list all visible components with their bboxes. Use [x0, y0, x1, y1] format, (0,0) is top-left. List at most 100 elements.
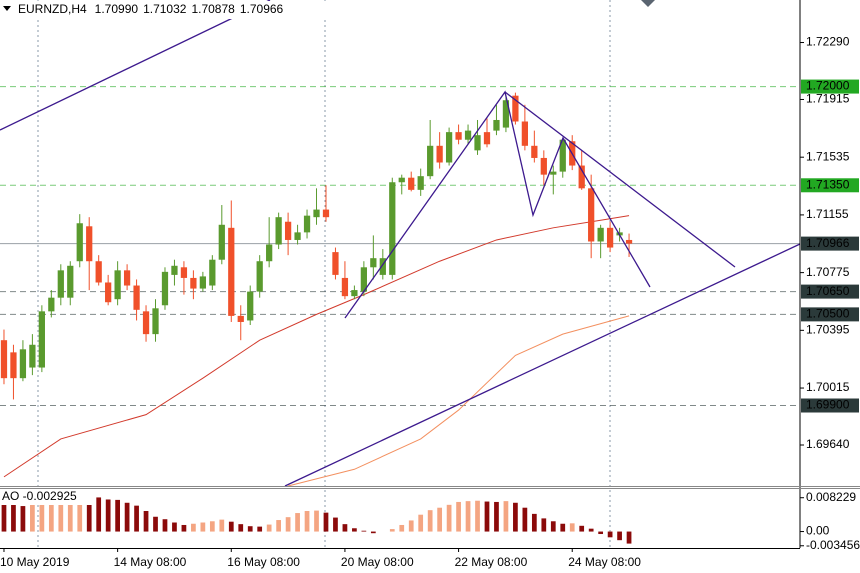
candle-body [493, 119, 500, 131]
candle-body [445, 132, 453, 163]
ao-bar [172, 522, 177, 532]
y-tick-label: 1.72290 [806, 35, 850, 49]
ao-bar [446, 504, 452, 532]
candle-body [398, 177, 405, 183]
ao-bar [39, 501, 45, 532]
ao-bar [352, 528, 357, 532]
ao-bar [181, 524, 187, 532]
ao-bar [48, 499, 54, 532]
candle-body [332, 252, 339, 275]
candle-body [540, 157, 547, 175]
ao-bar [228, 521, 234, 532]
header: EURNZD,H4 1.70990 1.71032 1.70878 1.70966 [18, 2, 284, 16]
candle-body [294, 232, 301, 240]
trend-line [504, 91, 736, 268]
ao-bar [569, 523, 575, 532]
candle-body [341, 277, 349, 297]
candle-body [597, 227, 604, 242]
ao-bar [153, 516, 158, 532]
ao-bar [295, 513, 300, 532]
candle-body [161, 271, 169, 306]
candle-body [303, 215, 311, 233]
candle-body [275, 217, 282, 245]
candle-body [379, 258, 386, 275]
candle-body [313, 209, 320, 218]
candle-body [606, 227, 614, 248]
ao-bar [456, 501, 461, 532]
ao-bar [77, 494, 83, 532]
x-tick-label: 16 May 08:00 [227, 555, 300, 569]
trend-line [284, 243, 801, 487]
level-label-bg [801, 236, 859, 251]
ao-bar [209, 521, 215, 532]
candle-body [95, 261, 102, 283]
moving-average [287, 315, 630, 487]
candle-body [455, 132, 462, 140]
candle-body [19, 349, 27, 379]
ao-bar [626, 531, 632, 544]
candle-body [209, 259, 216, 286]
candle-body [625, 239, 633, 244]
ao-bar [399, 524, 405, 532]
ao-bar [522, 507, 528, 532]
candle-body [512, 95, 519, 122]
ao-bar [607, 531, 613, 538]
candle-body [123, 270, 131, 286]
level-label: 1.71350 [806, 177, 850, 191]
candle-body [57, 270, 64, 298]
ao-bar [323, 512, 329, 532]
candle-body [105, 282, 112, 303]
ao-bar [304, 510, 310, 532]
ao-title: AO -0.002925 [2, 489, 77, 503]
candle-body [266, 244, 273, 262]
ao-bar [427, 510, 433, 532]
ao-bar [247, 526, 253, 532]
ao-bar [408, 520, 414, 532]
candle-body [284, 221, 292, 240]
ao-bar [115, 499, 120, 532]
candle-body [218, 224, 225, 260]
candle-body [86, 226, 93, 262]
ao-bar [257, 526, 263, 532]
ao-bar [579, 525, 585, 532]
x-tick-label: 10 May 2019 [0, 555, 70, 569]
candle-body [152, 308, 159, 335]
candle-body [389, 182, 396, 275]
ao-bar [105, 499, 111, 532]
candle-body [38, 311, 45, 368]
zigzag-line [344, 90, 651, 319]
ao-bar [541, 518, 547, 532]
ao-bar [560, 523, 566, 532]
ao-bar [465, 501, 471, 532]
ao-bar [276, 520, 281, 532]
ao-bar [200, 522, 206, 532]
candle-body [417, 176, 424, 190]
ao-bar [86, 495, 92, 532]
y-tick-label: 0.00 [806, 524, 830, 538]
ao-bar [266, 524, 272, 532]
level-label-bg [801, 307, 859, 322]
level-label: 1.69900 [806, 398, 850, 412]
header-low: 1.70878 [191, 2, 235, 16]
candle-body [408, 177, 415, 190]
level-label-bg [801, 178, 859, 193]
ao-bar [370, 531, 376, 534]
x-tick-label: 20 May 08:00 [341, 555, 414, 569]
candle-body [10, 352, 17, 379]
y-tick-label: 1.71915 [806, 92, 850, 106]
shift-marker [641, 0, 655, 7]
level-label: 1.70650 [806, 284, 850, 298]
candle-body [427, 145, 434, 177]
ao-bar [191, 523, 196, 532]
ao-title-bg [0, 490, 92, 505]
candle-body [550, 171, 557, 175]
candle-body [0, 340, 8, 379]
candle-body [76, 223, 83, 262]
trend-lines [0, 0, 801, 487]
y-tick-label: 0.008229 [806, 490, 856, 504]
axis-labels: 1.72290 1.71915 1.71535 1.71155 1.70775 1.703… [0, 35, 860, 569]
ao-bar [598, 531, 604, 535]
ao-bar [494, 501, 499, 532]
level-label: 1.70500 [806, 307, 850, 321]
